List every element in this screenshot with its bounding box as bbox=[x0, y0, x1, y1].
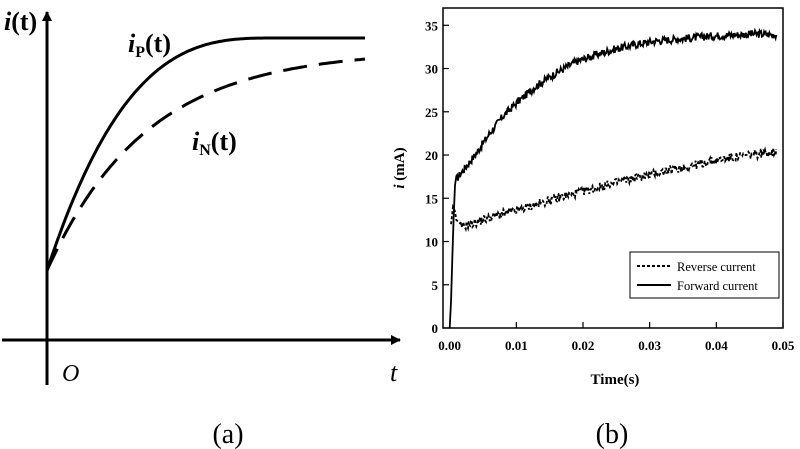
x-tick-label: 0.03 bbox=[638, 338, 661, 353]
y-tick-label: 35 bbox=[425, 18, 439, 33]
x-axis-label: Time(s) bbox=[591, 372, 640, 388]
forward-current-line bbox=[448, 27, 778, 329]
reverse-current-line bbox=[450, 146, 778, 233]
plot-frame bbox=[442, 7, 784, 329]
ip-label: iP(t) bbox=[128, 29, 171, 61]
ip-curve bbox=[45, 36, 365, 271]
y-tick-label: 0 bbox=[432, 321, 439, 336]
panel-b-chart: 0.00 0.01 0.02 0.03 0.04 0.05 0 5 10 15 20 25 30 35 T… bbox=[392, 7, 795, 388]
legend-reverse-label: Reverse current bbox=[677, 260, 756, 274]
legend: Reverse current Forward current bbox=[629, 251, 780, 299]
legend-forward-label: Forward current bbox=[677, 279, 758, 293]
x-tick-label: 0.04 bbox=[705, 338, 728, 353]
y-tick-label: 30 bbox=[425, 62, 438, 77]
y-tick-label: 10 bbox=[425, 235, 438, 250]
x-tick-label: 0.02 bbox=[572, 338, 595, 353]
caption-a: (a) bbox=[212, 419, 243, 449]
panel-a-y-label: i(t) bbox=[4, 7, 37, 36]
origin-label: O bbox=[62, 361, 79, 387]
tick-group: 0.00 0.01 0.02 0.03 0.04 0.05 0 5 10 15 20 25 30 35 bbox=[425, 18, 795, 353]
y-tick-label: 15 bbox=[425, 191, 439, 206]
y-tick-label: 20 bbox=[425, 148, 438, 163]
y-tick-label: 5 bbox=[432, 278, 439, 293]
in-label: iN(t) bbox=[192, 127, 237, 159]
y-tick-label: 25 bbox=[425, 105, 439, 120]
x-tick-label: 0.01 bbox=[505, 338, 528, 353]
x-tick-label: 0.00 bbox=[438, 338, 461, 353]
panel-a-x-label: t bbox=[390, 358, 398, 387]
caption-b: (b) bbox=[596, 419, 629, 449]
in-curve bbox=[45, 57, 366, 272]
x-tick-label: 0.05 bbox=[772, 338, 795, 353]
panel-a-schematic: i(t) iP(t) iN(t) O t bbox=[2, 7, 401, 387]
legend-box bbox=[629, 251, 780, 299]
y-axis-label: i (mA) bbox=[392, 147, 408, 188]
